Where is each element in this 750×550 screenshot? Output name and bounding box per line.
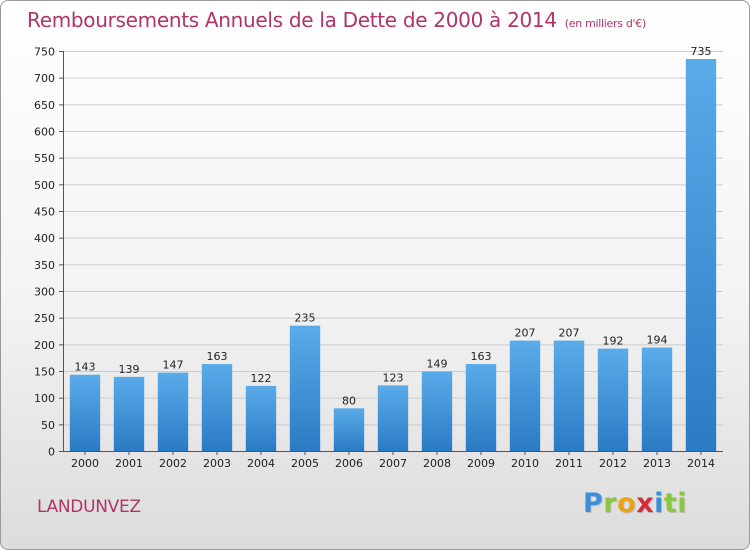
bar bbox=[641, 347, 673, 451]
x-tick-label: 2001 bbox=[115, 457, 143, 470]
y-tick-label: 750 bbox=[34, 46, 55, 59]
x-tick-label: 2008 bbox=[423, 457, 451, 470]
x-tick-label: 2006 bbox=[335, 457, 363, 470]
value-label: 80 bbox=[342, 394, 356, 407]
x-tick-label: 2011 bbox=[555, 457, 583, 470]
bar bbox=[553, 340, 585, 451]
y-tick-label: 450 bbox=[34, 206, 55, 219]
bar bbox=[201, 364, 233, 451]
proxiti-logo: Proxiti bbox=[583, 488, 687, 519]
value-label: 139 bbox=[119, 363, 140, 376]
value-label: 163 bbox=[207, 350, 228, 363]
value-label: 192 bbox=[603, 335, 624, 348]
logo-letter: o bbox=[617, 488, 637, 519]
y-tick-label: 550 bbox=[34, 152, 55, 165]
x-tick-label: 2002 bbox=[159, 457, 187, 470]
value-label: 207 bbox=[515, 327, 536, 340]
y-tick-label: 600 bbox=[34, 126, 55, 139]
value-label: 122 bbox=[251, 372, 272, 385]
value-label: 149 bbox=[427, 358, 448, 371]
bar bbox=[509, 340, 541, 451]
y-tick-label: 50 bbox=[41, 419, 55, 432]
x-tick-label: 2012 bbox=[599, 457, 627, 470]
x-tick-label: 2005 bbox=[291, 457, 319, 470]
value-label: 735 bbox=[691, 45, 712, 58]
bar bbox=[597, 348, 629, 451]
x-tick-label: 2014 bbox=[687, 457, 715, 470]
y-tick-label: 100 bbox=[34, 392, 55, 405]
y-tick-label: 700 bbox=[34, 72, 55, 85]
x-tick-label: 2003 bbox=[203, 457, 231, 470]
y-tick-label: 200 bbox=[34, 339, 55, 352]
y-tick-label: 300 bbox=[34, 286, 55, 299]
logo-letter: i bbox=[654, 488, 664, 519]
x-tick-label: 2004 bbox=[247, 457, 275, 470]
chart-unit-label: (en milliers d'€) bbox=[564, 17, 646, 30]
y-tick-label: 500 bbox=[34, 179, 55, 192]
chart-title: Remboursements Annuels de la Dette de 20… bbox=[27, 8, 646, 32]
chart-title-text: Remboursements Annuels de la Dette de 20… bbox=[27, 8, 557, 32]
x-tick-label: 2007 bbox=[379, 457, 407, 470]
logo-letter: x bbox=[636, 488, 655, 519]
commune-name: LANDUNVEZ bbox=[37, 497, 141, 517]
x-tick-labels: 2000 2001 2002 2003 2004 2005 2006 2007 2008 2009… bbox=[71, 457, 715, 470]
bar bbox=[333, 408, 365, 451]
bar bbox=[685, 59, 717, 451]
value-label: 163 bbox=[471, 350, 492, 363]
bar bbox=[465, 364, 497, 451]
value-label: 235 bbox=[295, 312, 316, 325]
y-tick-label: 400 bbox=[34, 232, 55, 245]
value-label: 207 bbox=[559, 327, 580, 340]
logo-letter: r bbox=[603, 488, 618, 519]
x-tick-label: 2013 bbox=[643, 457, 671, 470]
bar bbox=[69, 374, 101, 451]
axes bbox=[59, 51, 723, 455]
x-tick-label: 2000 bbox=[71, 457, 99, 470]
bar bbox=[421, 371, 453, 451]
logo-letter: P bbox=[583, 488, 604, 519]
bars bbox=[69, 59, 717, 451]
bar bbox=[289, 325, 321, 451]
y-tick-label: 650 bbox=[34, 99, 55, 112]
value-labels: 143 139 147 163 122 235 80 123 149 163 207 207 192 19… bbox=[75, 45, 712, 407]
y-tick-label: 0 bbox=[48, 446, 55, 459]
x-tick-label: 2009 bbox=[467, 457, 495, 470]
y-tick-label: 250 bbox=[34, 312, 55, 325]
y-tick-label: 150 bbox=[34, 366, 55, 379]
bar bbox=[157, 372, 189, 451]
y-tick-labels: 0 50 100 150 200 250 300 350 400 450 500 550 600 650 7… bbox=[34, 46, 55, 459]
logo-letter: ti bbox=[663, 488, 688, 519]
y-tick-label: 350 bbox=[34, 259, 55, 272]
value-label: 143 bbox=[75, 361, 96, 374]
value-label: 147 bbox=[163, 359, 184, 372]
bar bbox=[245, 385, 277, 451]
bar bbox=[113, 376, 145, 451]
x-tick-label: 2010 bbox=[511, 457, 539, 470]
bar bbox=[377, 385, 409, 451]
value-label: 194 bbox=[647, 334, 668, 347]
value-label: 123 bbox=[383, 371, 404, 384]
